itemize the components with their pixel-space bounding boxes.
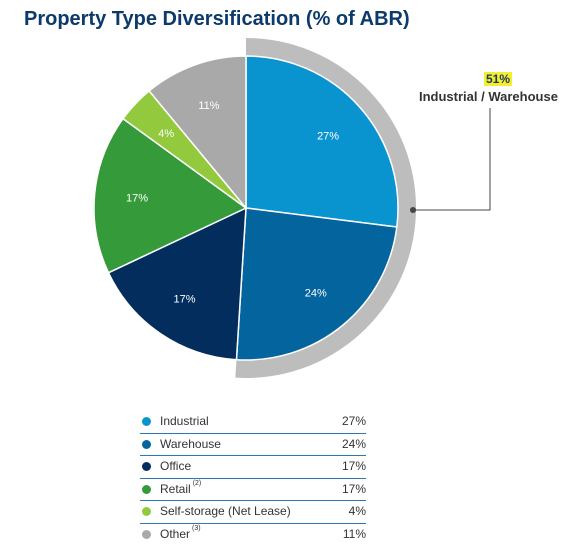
- callout-percentage: 51%: [484, 72, 512, 86]
- legend-row-industrial: Industrial 27%: [140, 411, 366, 434]
- callout-leader-line: [413, 108, 490, 210]
- legend-row-self-storage: Self-storage (Net Lease) 4%: [140, 501, 366, 524]
- legend-label: Self-storage (Net Lease): [160, 504, 291, 518]
- footnote-marker: (2): [193, 480, 202, 487]
- slice-label-other: 11%: [198, 100, 219, 112]
- footnote-marker: (3): [192, 525, 201, 532]
- legend-label: Warehouse: [160, 437, 221, 451]
- legend-label: Other: [160, 527, 190, 541]
- pie-chart: 27% 24% 17% 17% 4% 11%: [0, 0, 586, 400]
- slice-label-office: 17%: [173, 294, 195, 306]
- legend-row-office: Office 17%: [140, 456, 366, 479]
- legend-value: 24%: [342, 437, 366, 451]
- slice-label-warehouse: 24%: [305, 287, 327, 299]
- legend-label: Industrial: [160, 414, 209, 428]
- pie-slice-warehouse: [236, 208, 396, 360]
- legend-dot: [142, 507, 151, 516]
- legend: Industrial 27% Warehouse 24% Office 17% …: [140, 411, 366, 545]
- legend-value: 4%: [349, 504, 366, 518]
- legend-dot: [142, 485, 151, 494]
- legend-value: 17%: [342, 482, 366, 496]
- legend-value: 11%: [343, 527, 366, 541]
- legend-dot: [142, 417, 151, 426]
- legend-row-other: Other(3) 11%: [140, 524, 366, 545]
- legend-value: 17%: [342, 459, 366, 473]
- legend-value: 27%: [342, 414, 366, 428]
- legend-label: Office: [160, 459, 191, 473]
- callout-label: Industrial / Warehouse: [419, 89, 558, 104]
- callout-anchor-dot: [410, 207, 416, 213]
- legend-row-warehouse: Warehouse 24%: [140, 434, 366, 457]
- legend-row-retail: Retail(2) 17%: [140, 479, 366, 502]
- legend-dot: [142, 530, 151, 539]
- legend-dot: [142, 462, 151, 471]
- slice-label-self-storage-net-lease: 4%: [158, 128, 174, 140]
- slice-label-retail: 17%: [126, 193, 148, 205]
- slice-label-industrial: 27%: [317, 131, 339, 143]
- legend-dot: [142, 440, 151, 449]
- legend-label: Retail: [160, 482, 191, 496]
